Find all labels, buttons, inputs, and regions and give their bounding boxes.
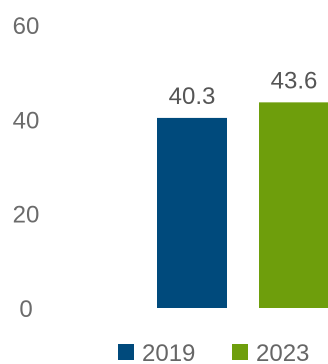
y-axis: 0 20 40 60 bbox=[13, 13, 40, 323]
bar-2019 bbox=[157, 117, 227, 308]
legend-swatch-2023 bbox=[232, 344, 248, 360]
bars bbox=[157, 102, 328, 308]
legend-swatch-2019 bbox=[118, 344, 134, 360]
legend-label-2019: 2019 bbox=[142, 340, 195, 364]
bar-2023 bbox=[259, 102, 328, 308]
data-label-2023: 43.6 bbox=[271, 67, 318, 94]
y-tick-label-0: 0 bbox=[19, 296, 32, 323]
y-tick-label-20: 20 bbox=[13, 202, 40, 229]
legend-label-2023: 2023 bbox=[256, 340, 309, 364]
y-tick-label-60: 60 bbox=[13, 13, 40, 40]
legend: 2019 2023 bbox=[118, 340, 309, 364]
data-label-2019: 40.3 bbox=[169, 83, 216, 110]
y-tick-label-40: 40 bbox=[13, 107, 40, 134]
data-labels: 40.3 43.6 bbox=[169, 67, 318, 110]
